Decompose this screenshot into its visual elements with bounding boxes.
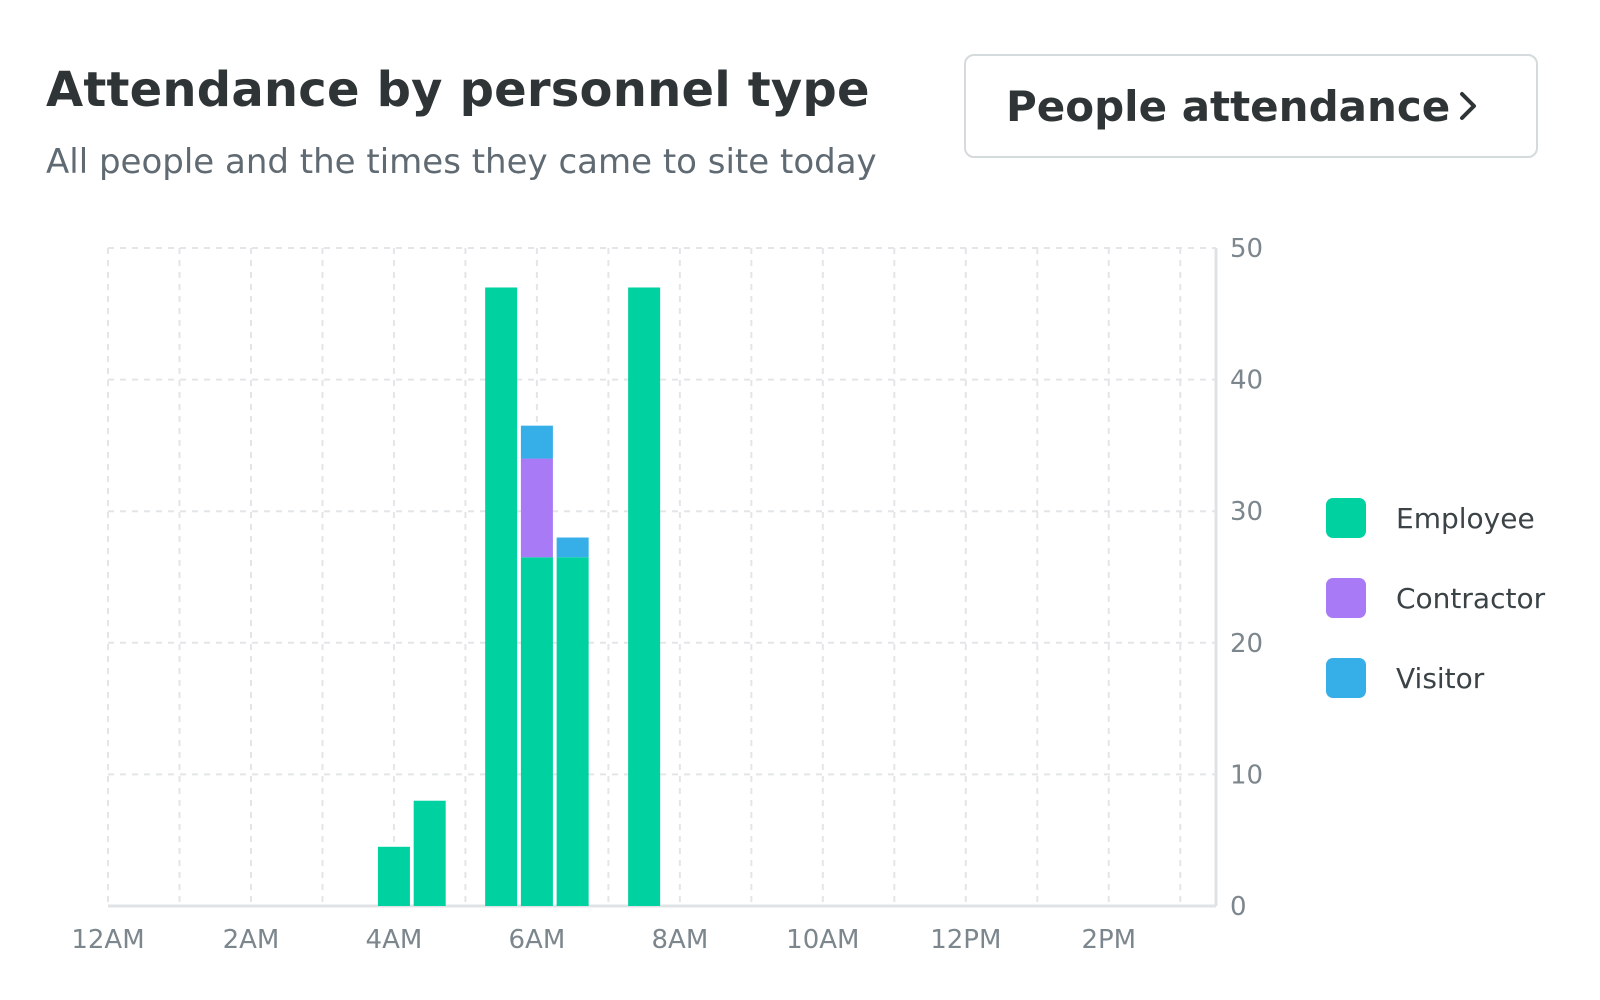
y-tick-label: 20	[1230, 629, 1263, 659]
bar-employee-2	[485, 287, 518, 907]
legend-swatch-visitor	[1326, 658, 1366, 698]
legend-swatch-contractor	[1326, 578, 1366, 618]
bar-visitor-4	[556, 537, 589, 558]
legend-label-visitor: Visitor	[1396, 661, 1485, 695]
bar-employee-4	[556, 557, 589, 906]
legend-item-visitor[interactable]: Visitor	[1326, 658, 1545, 698]
x-tick-label: 2PM	[1081, 925, 1136, 955]
bar-contractor-3	[520, 458, 553, 558]
chart-legend: Employee Contractor Visitor	[1326, 498, 1545, 738]
people-attendance-button[interactable]: People attendance	[964, 54, 1538, 158]
legend-swatch-employee	[1326, 498, 1366, 538]
people-attendance-button-label: People attendance	[1006, 81, 1451, 131]
bar-employee-0	[377, 846, 410, 906]
chart-subtitle: All people and the times they came to si…	[46, 142, 877, 182]
x-tick-label: 6AM	[509, 925, 566, 955]
bar-employee-1	[413, 800, 446, 906]
x-tick-label: 12AM	[71, 925, 144, 955]
y-tick-label: 30	[1230, 497, 1263, 527]
x-tick-label: 8AM	[651, 925, 708, 955]
legend-item-employee[interactable]: Employee	[1326, 498, 1545, 538]
attendance-bar-chart: 0 10 20 30 40 50 12AM 2AM 4AM 6AM 8AM 10AM 12PM 2PM	[71, 234, 1263, 955]
bar-employee-5	[628, 287, 661, 907]
chevron-right-icon	[1460, 92, 1476, 120]
bar-visitor-3	[520, 425, 553, 459]
bar-employee-3	[520, 557, 553, 906]
x-tick-label: 2AM	[223, 925, 280, 955]
legend-label-employee: Employee	[1396, 501, 1535, 535]
y-tick-label: 10	[1230, 760, 1263, 790]
chart-title: Attendance by personnel type	[46, 62, 870, 118]
x-tick-label: 4AM	[366, 925, 423, 955]
y-tick-label: 40	[1230, 366, 1263, 396]
y-tick-label: 0	[1230, 892, 1247, 922]
legend-label-contractor: Contractor	[1396, 581, 1546, 615]
x-tick-label: 10AM	[786, 925, 859, 955]
legend-item-contractor[interactable]: Contractor	[1326, 578, 1545, 618]
x-tick-label: 12PM	[930, 925, 1001, 955]
y-tick-label: 50	[1230, 234, 1263, 264]
